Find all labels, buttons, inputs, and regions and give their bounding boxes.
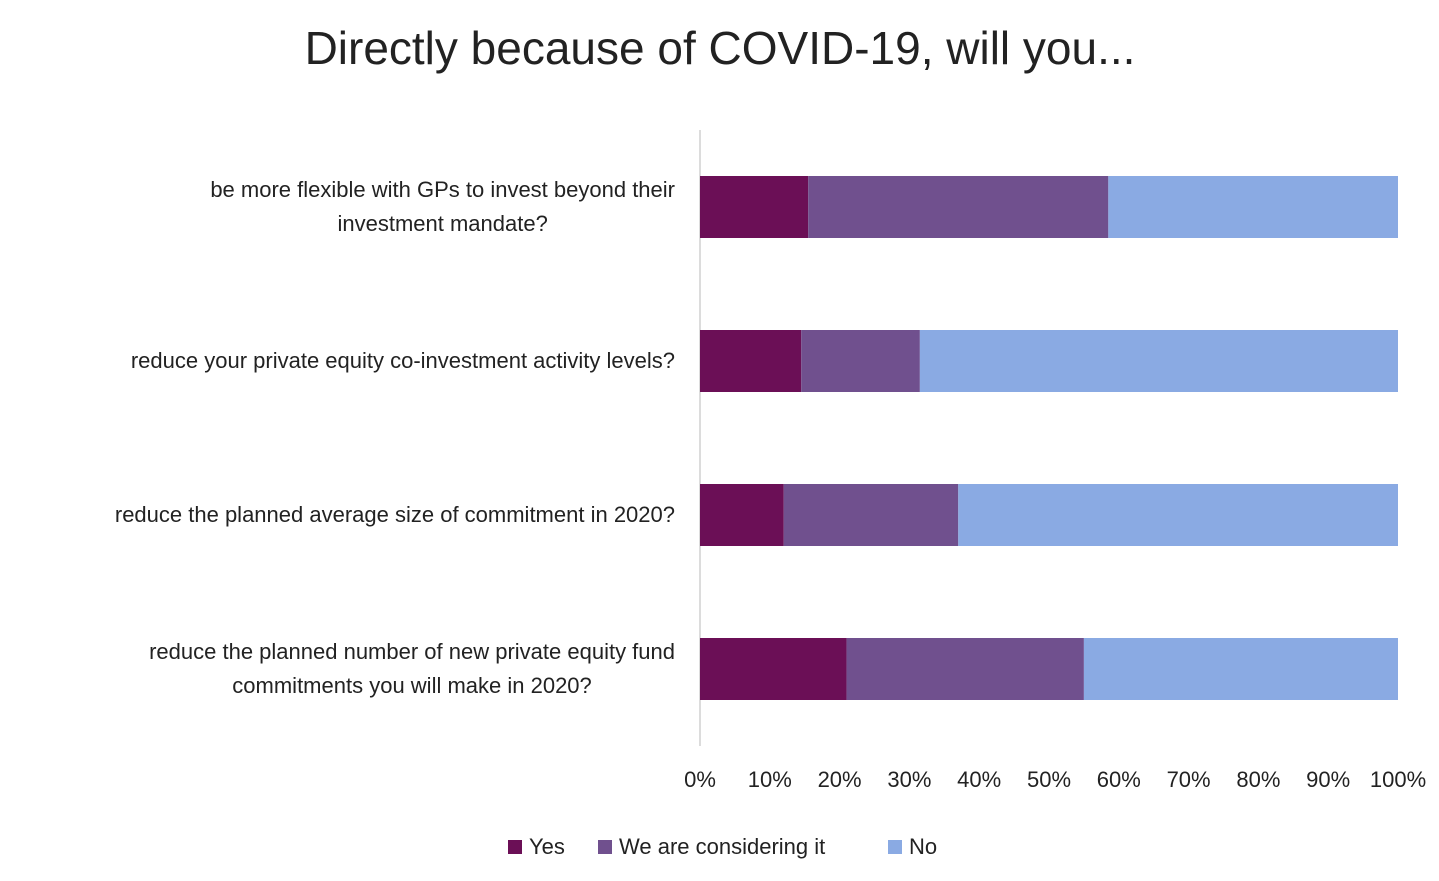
legend-swatch <box>888 840 902 854</box>
bar-segment <box>808 176 1109 238</box>
legend-swatch <box>508 840 522 854</box>
x-tick-label: 10% <box>748 767 792 792</box>
bar-segment <box>700 176 809 238</box>
bar-segment <box>1108 176 1398 238</box>
x-tick-label: 100% <box>1370 767 1426 792</box>
x-tick-label: 80% <box>1236 767 1280 792</box>
y-tick-label: reduce the planned average size of commi… <box>114 502 675 527</box>
bar-segment <box>700 638 847 700</box>
x-tick-label: 50% <box>1027 767 1071 792</box>
bar-segment <box>958 484 1398 546</box>
x-tick-label: 60% <box>1097 767 1141 792</box>
bar-segment <box>919 330 1398 392</box>
bar-segment <box>700 330 802 392</box>
x-tick-label: 70% <box>1167 767 1211 792</box>
y-tick-label: reduce your private equity co-investment… <box>130 348 675 373</box>
x-tick-label: 20% <box>818 767 862 792</box>
x-tick-label: 90% <box>1306 767 1350 792</box>
bar-segment <box>700 484 784 546</box>
y-tick-label: reduce the planned number of new private… <box>149 639 675 698</box>
legend-label: Yes <box>529 834 565 859</box>
legend-swatch <box>598 840 612 854</box>
legend-label: We are considering it <box>619 834 825 859</box>
x-tick-label: 40% <box>957 767 1001 792</box>
bar-segment <box>801 330 920 392</box>
x-tick-label: 30% <box>887 767 931 792</box>
legend-label: No <box>909 834 937 859</box>
x-tick-label: 0% <box>684 767 716 792</box>
bar-segment <box>1083 638 1398 700</box>
bar-segment <box>846 638 1084 700</box>
chart-title: Directly because of COVID-19, will you..… <box>305 22 1136 74</box>
y-tick-label: be more flexible with GPs to invest beyo… <box>210 177 675 236</box>
bar-segment <box>783 484 959 546</box>
